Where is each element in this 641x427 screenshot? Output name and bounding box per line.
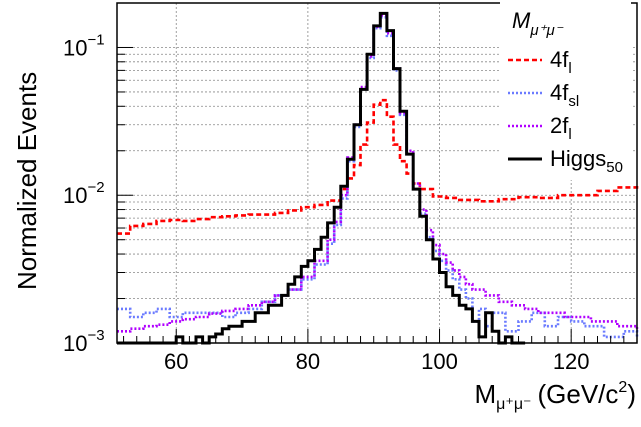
x-tick-label: 60 — [164, 349, 188, 374]
legend-box — [500, 0, 631, 180]
x-tick-label: 120 — [553, 349, 590, 374]
y-tick-label: 10−2 — [63, 179, 105, 208]
y-tick-label-base: 10 — [63, 331, 87, 356]
x-axis-title: Mμ⁺μ⁻ (GeV/c2) — [475, 379, 637, 413]
legend-label-sub: l — [568, 126, 571, 143]
y-tick-label-base: 10 — [63, 183, 87, 208]
legend-title-base: M — [512, 8, 531, 33]
x-axis-title-units: (GeV/c — [538, 379, 619, 409]
legend-title-sub: μ⁺μ⁻ — [529, 22, 563, 39]
y-tick-label: 10−3 — [63, 327, 105, 356]
series-line-4fl — [117, 98, 639, 235]
x-axis-title-sub: μ⁺μ⁻ — [496, 396, 531, 413]
series-line-4fsl — [117, 16, 639, 339]
y-axis-title: Normalized Events — [12, 72, 42, 290]
x-axis-title-units-close: ) — [627, 379, 636, 409]
legend-label-sub: l — [568, 60, 571, 77]
legend-label: 4fsl — [550, 80, 579, 110]
legend-label-base: 4f — [550, 80, 569, 105]
legend-label-base: 2f — [550, 113, 569, 138]
legend-label: 4fl — [550, 47, 572, 77]
plot-frame — [116, 2, 638, 344]
ticks — [117, 2, 638, 344]
y-tick-label-exponent: −1 — [87, 31, 104, 48]
y-tick-label-exponent: −3 — [87, 327, 104, 344]
x-axis-title-base: M — [475, 379, 497, 409]
legend-label-base: Higgs — [550, 146, 606, 171]
legend-title: Mμ⁺μ⁻ — [512, 8, 564, 39]
legend-label-sub: 50 — [606, 159, 623, 176]
series-layer — [117, 11, 639, 345]
series-line-higgs50 — [117, 11, 526, 345]
y-tick-label: 10−1 — [63, 31, 105, 60]
x-tick-label: 80 — [296, 349, 320, 374]
legend-label: 2fl — [550, 113, 572, 143]
legend-label: Higgs50 — [550, 146, 623, 176]
y-tick-label-base: 10 — [63, 35, 87, 60]
y-tick-label-exponent: −2 — [87, 179, 104, 196]
x-axis-title-units-sup: 2 — [618, 379, 627, 396]
legend-label-sub: sl — [568, 93, 579, 110]
x-tick-label: 100 — [421, 349, 458, 374]
legend-label-base: 4f — [550, 47, 569, 72]
